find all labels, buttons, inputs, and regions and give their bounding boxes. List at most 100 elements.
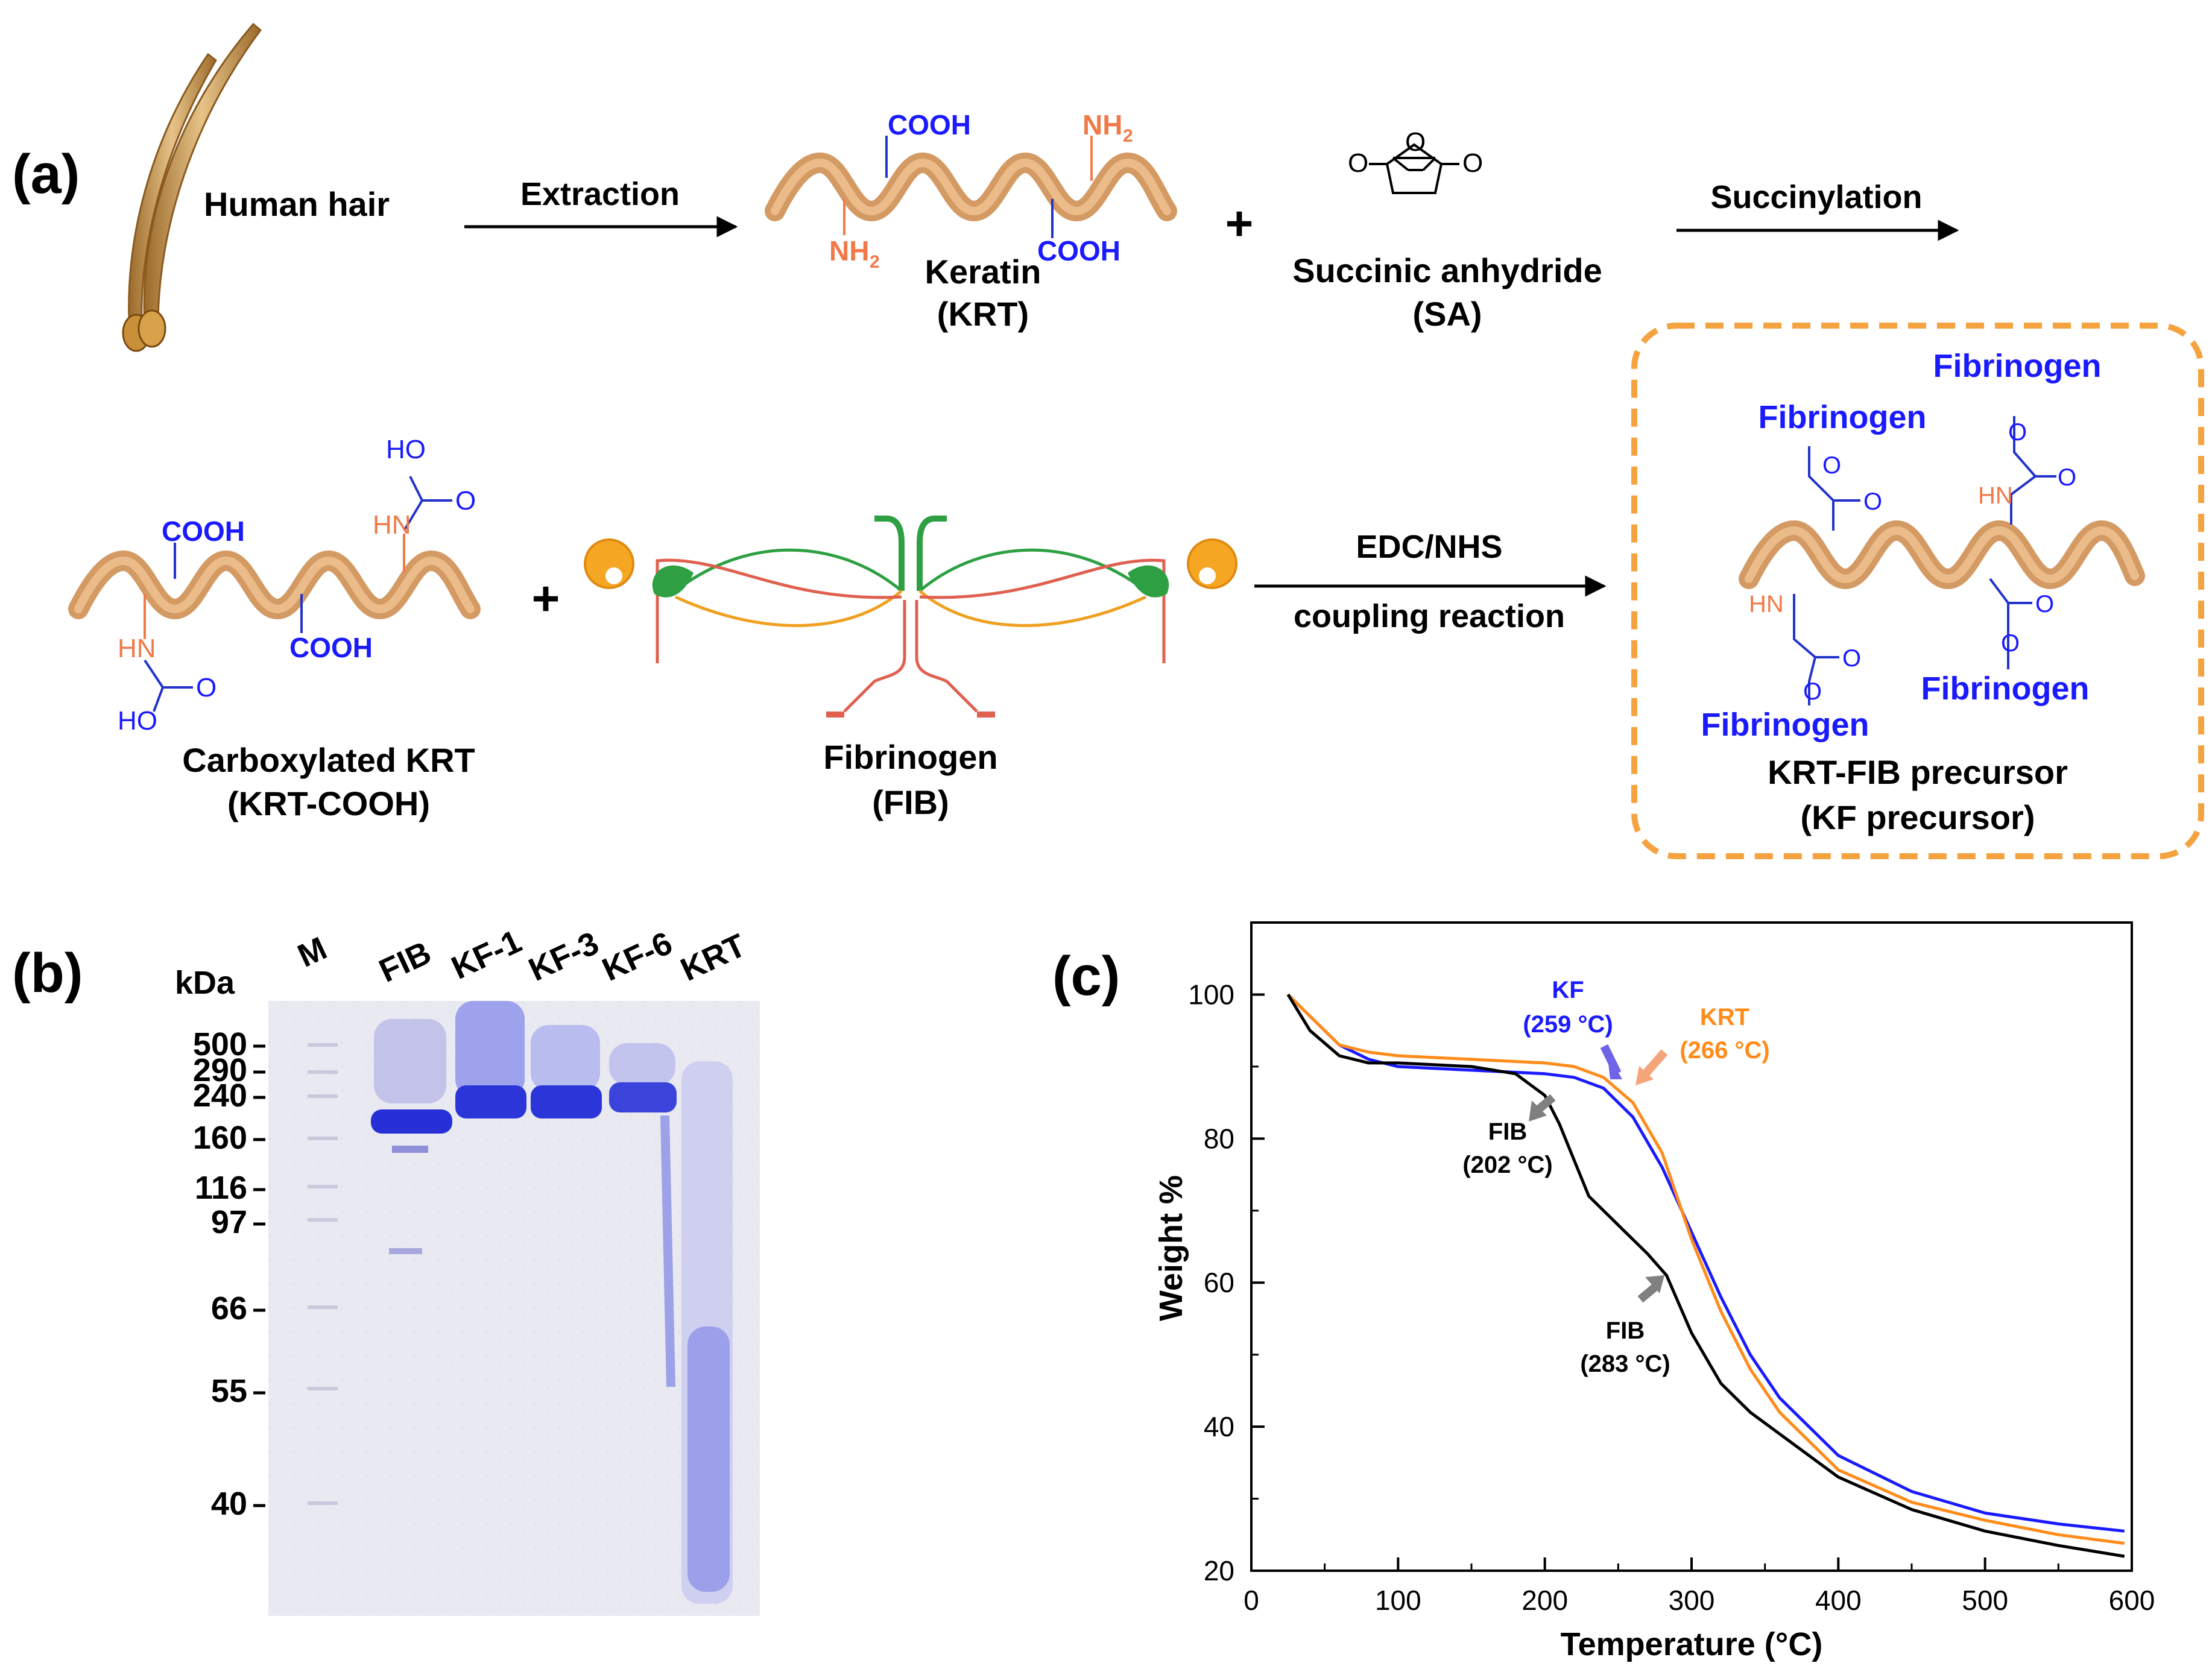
marker-labels: 500 290 240 160 116 97 66 55 40 — [193, 1026, 247, 1522]
keratin-name: Keratin — [925, 253, 1041, 291]
human-hair-label: Human hair — [204, 185, 390, 223]
fib1-annotation-temp: (202 °C) — [1462, 1152, 1552, 1178]
keratin-cooh-bottom: COOH — [1037, 235, 1120, 267]
extraction-label: Extraction — [520, 176, 680, 212]
x-tick-label: 400 — [1815, 1585, 1862, 1616]
lane-label: M — [292, 930, 332, 974]
fibrinogen-abbr: (FIB) — [872, 783, 949, 821]
kf-fibrinogen-3: Fibrinogen — [1701, 707, 1869, 743]
sa-ring-oxygen: O — [1405, 127, 1426, 157]
kf-annotation-name: KF — [1552, 977, 1584, 1003]
svg-text:2: 2 — [1123, 126, 1133, 146]
krt-o-top: O — [455, 486, 476, 516]
carboxylated-krt-abbr: (KRT-COOH) — [227, 784, 430, 822]
carboxylated-keratin-helix — [68, 476, 481, 712]
lane-label: KF-6 — [597, 925, 678, 988]
coupling-label-top: EDC/NHS — [1356, 529, 1502, 565]
y-tick-label: 60 — [1204, 1267, 1234, 1298]
svg-text:NH: NH — [829, 235, 869, 267]
kf-o-5: O — [1842, 645, 1861, 672]
krt-hn-top: HN — [373, 510, 411, 540]
kf-precursor-abbr: (KF precursor) — [1801, 798, 2035, 836]
kf-o-8: O — [2001, 630, 2020, 657]
svg-text:NH: NH — [1082, 109, 1122, 140]
krt-ho-bottom: HO — [118, 706, 157, 736]
marker-label: 240 — [193, 1077, 247, 1114]
fib2-annotation-temp: (283 °C) — [1580, 1351, 1670, 1377]
marker-label: 66 — [211, 1290, 247, 1327]
keratin-nh2-top: NH 2 — [1082, 109, 1133, 146]
x-tick-label: 500 — [1962, 1585, 2008, 1616]
kf-fibrinogen-4: Fibrinogen — [1921, 670, 2090, 707]
krt-hn-bottom: HN — [118, 634, 156, 663]
lane-label: FIB — [374, 935, 437, 989]
kf-o-4: O — [2058, 464, 2076, 491]
panel-b-label: (b) — [12, 942, 83, 1004]
panel-a-label: (a) — [12, 144, 80, 205]
y-tick-label: 20 — [1204, 1555, 1234, 1586]
kf-precursor-box — [1631, 323, 2204, 859]
panel-c-label: (c) — [1052, 945, 1120, 1007]
marker-label: 40 — [211, 1486, 247, 1522]
keratin-nh2-bottom: NH 2 — [829, 235, 880, 272]
kf-hn-1: HN — [1978, 482, 2013, 509]
y-tick-label: 100 — [1188, 979, 1234, 1010]
krt-annotation-name: KRT — [1700, 1004, 1749, 1030]
coupling-label-bottom: coupling reaction — [1294, 598, 1565, 634]
sa-carbonyl-left: O — [1348, 148, 1368, 178]
kf-fibrinogen-1: Fibrinogen — [1759, 399, 1927, 435]
marker-label: 97 — [211, 1204, 247, 1240]
krt-cooh-bottom: COOH — [289, 632, 373, 663]
succinylation-label: Succinylation — [1710, 179, 1922, 215]
keratin-helix — [765, 136, 1177, 238]
series-lines — [1286, 993, 2125, 1558]
x-tick-label: 200 — [1522, 1585, 1568, 1616]
y-axis-label: Weight % — [1153, 1175, 1189, 1321]
krt-annotation-temp: (266 °C) — [1680, 1037, 1769, 1064]
lane-label: KRT — [675, 927, 751, 988]
carboxylated-krt-name: Carboxylated KRT — [182, 741, 475, 779]
human-hair-illustration — [122, 22, 262, 352]
x-tick-labels: 0 100 200 300 400 500 600 — [1243, 1585, 2155, 1616]
keratin-cooh-top: COOH — [888, 109, 971, 140]
kf-o-2: O — [1863, 488, 1882, 515]
fibrinogen-illustration — [584, 516, 1237, 718]
y-tick-labels: 20 40 60 80 100 — [1188, 979, 1234, 1586]
marker-label: 116 — [195, 1170, 247, 1206]
fib1-annotation-name: FIB — [1488, 1118, 1527, 1145]
x-tick-label: 100 — [1375, 1585, 1421, 1616]
lane-label: KF-1 — [446, 923, 527, 986]
y-tick-label: 80 — [1204, 1123, 1234, 1154]
kf-precursor-name: KRT-FIB precursor — [1768, 753, 2068, 791]
kf-precursor-helix — [1739, 416, 2145, 705]
kf-o-1: O — [1822, 452, 1841, 479]
x-axis-label: Temperature (°C) — [1561, 1626, 1823, 1662]
marker-label: 290 — [193, 1052, 247, 1088]
marker-ticks — [253, 1044, 265, 1507]
succinic-anhydride-structure — [1369, 143, 1459, 194]
panel-a: (a) Human hair Extraction COOH NH 2 NH 2 — [12, 22, 2204, 859]
lane-label: KF-3 — [523, 925, 604, 988]
fib2-annotation-name: FIB — [1606, 1317, 1645, 1344]
fibrinogen-name: Fibrinogen — [823, 738, 997, 776]
plus-sign-2: + — [532, 572, 560, 625]
sa-carbonyl-right: O — [1462, 148, 1483, 178]
series-line-fib — [1286, 994, 2125, 1558]
kf-fibrinogen-2: Fibrinogen — [1933, 348, 2102, 384]
kf-o-6: O — [1803, 678, 1822, 705]
sa-name: Succinic anhydride — [1292, 251, 1602, 289]
marker-label: 55 — [211, 1373, 247, 1409]
svg-text:2: 2 — [870, 252, 880, 272]
axis-ticks — [1250, 921, 2133, 1572]
krt-o-bottom: O — [196, 673, 216, 702]
gel-bands — [308, 1001, 733, 1604]
x-tick-label: 600 — [2109, 1585, 2155, 1616]
annotation-arrows — [1529, 1044, 1668, 1303]
panel-c: (c) 0 100 200 300 400 500 600 20 40 60 80 100 Temp… — [1052, 921, 2155, 1662]
x-tick-label: 0 — [1243, 1585, 1259, 1616]
kf-o-3: O — [2008, 419, 2027, 446]
kda-label: kDa — [175, 965, 235, 1001]
krt-ho-top: HO — [386, 435, 426, 464]
kf-annotation-temp: (259 °C) — [1523, 1011, 1613, 1038]
